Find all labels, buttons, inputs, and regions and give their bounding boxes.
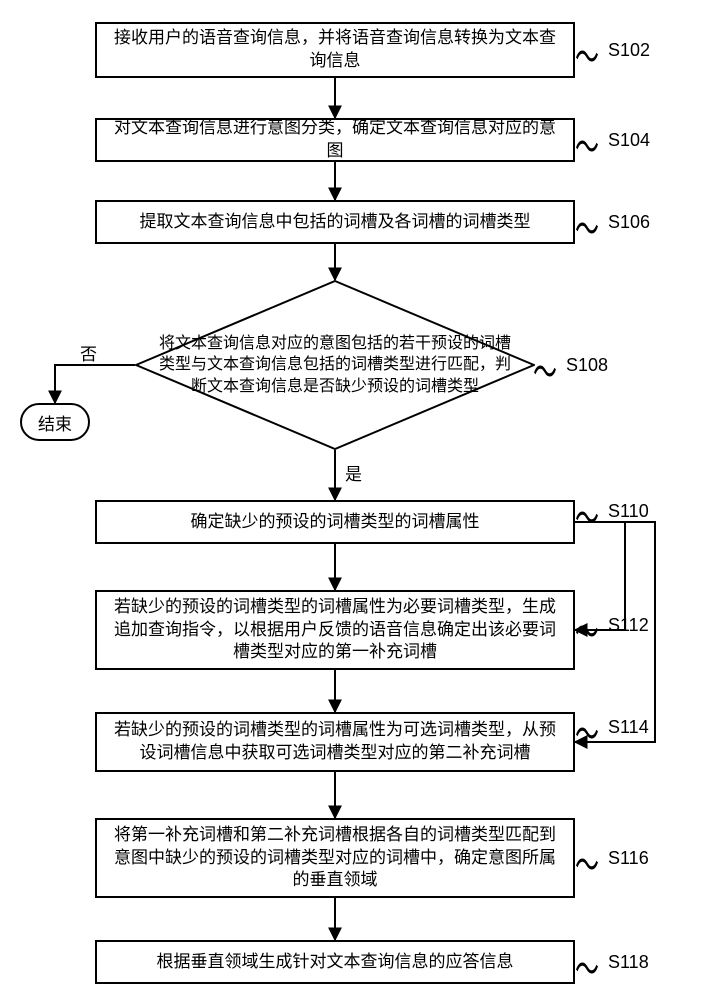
brace-icon: 〜 [575,197,599,255]
brace-icon: 〜 [575,486,599,544]
step-s116: 将第一补充词槽和第二补充词槽根据各自的词槽类型匹配到意图中缺少的预设的词槽类型对… [95,818,575,898]
step-label-s116: S116 [608,848,649,869]
step-label-s110: S110 [608,501,649,522]
step-s110: 确定缺少的预设的词槽类型的词槽属性 [95,500,575,544]
step-text: 提取文本查询信息中包括的词槽及各词槽的词槽类型 [140,211,531,234]
step-text: 根据垂直领域生成针对文本查询信息的应答信息 [157,951,514,974]
brace-icon: 〜 [575,600,599,658]
step-s102: 接收用户的语音查询信息，并将语音查询信息转换为文本查询信息 [95,22,575,78]
terminator-text: 结束 [38,410,72,435]
step-label-s102: S102 [608,40,650,61]
brace-icon: 〜 [575,702,599,760]
step-text: 对文本查询信息进行意图分类，确定文本查询信息对应的意图 [107,117,563,163]
step-label-s118: S118 [608,952,649,973]
step-text: 接收用户的语音查询信息，并将语音查询信息转换为文本查询信息 [107,27,563,73]
brace-icon: 〜 [575,833,599,891]
step-label-s114: S114 [608,717,649,738]
step-s106: 提取文本查询信息中包括的词槽及各词槽的词槽类型 [95,200,575,244]
step-s108: 将文本查询信息对应的意图包括的若干预设的词槽类型与文本查询信息包括的词槽类型进行… [155,300,515,430]
step-label-s112: S112 [608,615,649,636]
edge-label-yes: 是 [345,460,362,485]
terminator-end: 结束 [20,403,90,441]
brace-icon: 〜 [575,25,599,83]
step-label-s106: S106 [608,212,650,233]
step-label-s104: S104 [608,130,650,151]
brace-icon: 〜 [575,115,599,173]
brace-icon: 〜 [533,340,557,398]
step-text: 将第一补充词槽和第二补充词槽根据各自的词槽类型匹配到意图中缺少的预设的词槽类型对… [107,824,563,893]
step-s114: 若缺少的预设的词槽类型的词槽属性为可选词槽类型，从预设词槽信息中获取可选词槽类型… [95,712,575,772]
step-text: 将文本查询信息对应的意图包括的若干预设的词槽类型与文本查询信息包括的词槽类型进行… [159,333,511,398]
step-s112: 若缺少的预设的词槽类型的词槽属性为必要词槽类型，生成追加查询指令，以根据用户反馈… [95,590,575,670]
step-text: 若缺少的预设的词槽类型的词槽属性为必要词槽类型，生成追加查询指令，以根据用户反馈… [107,596,563,665]
flowchart-canvas: 接收用户的语音查询信息，并将语音查询信息转换为文本查询信息 〜 S102 对文本… [0,0,709,1000]
step-label-s108: S108 [566,355,608,376]
edge-label-no: 否 [80,340,97,365]
brace-icon: 〜 [575,937,599,995]
step-s104: 对文本查询信息进行意图分类，确定文本查询信息对应的意图 [95,118,575,162]
step-s118: 根据垂直领域生成针对文本查询信息的应答信息 [95,940,575,984]
step-text: 确定缺少的预设的词槽类型的词槽属性 [191,511,480,534]
step-text: 若缺少的预设的词槽类型的词槽属性为可选词槽类型，从预设词槽信息中获取可选词槽类型… [107,719,563,765]
